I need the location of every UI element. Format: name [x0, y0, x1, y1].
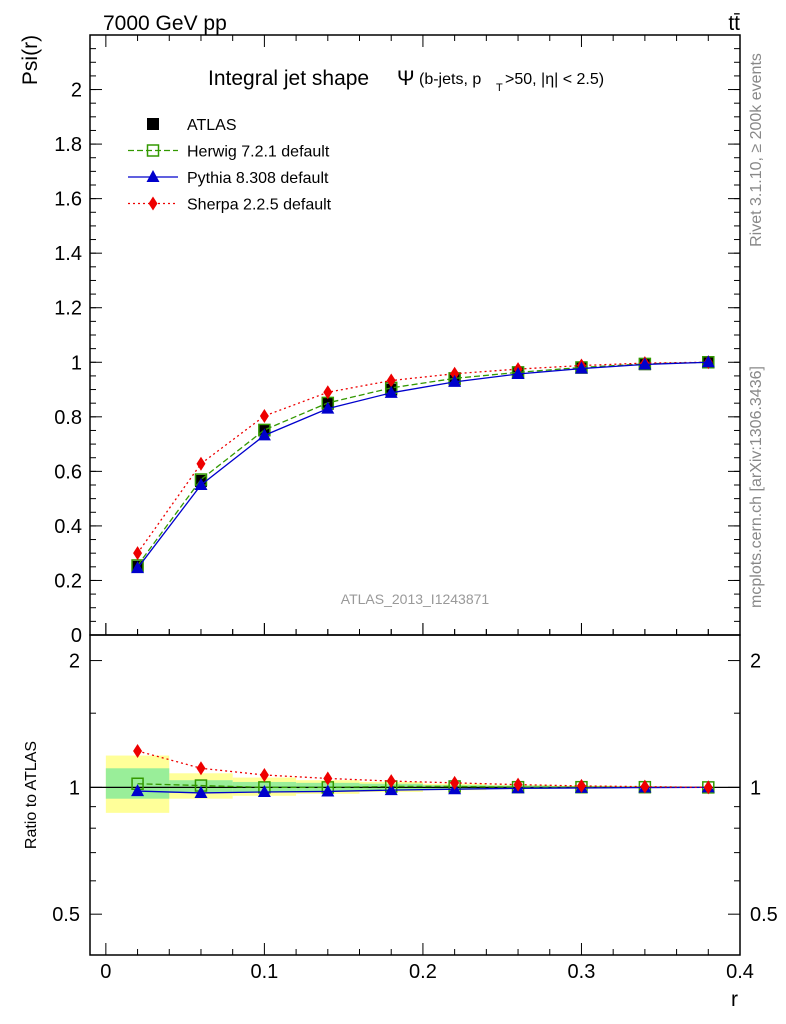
main-y-axis-label: Psi(r): [19, 35, 42, 85]
main-pythia-8-308-default-point: [574, 361, 588, 374]
main-panel: 0 0.2 0.4 0.6 0.8 1 1.2 1.4 1.6 1.8 2 Psi(r) ATLAS…: [19, 34, 741, 647]
main-y-tick-label: 1.4: [54, 243, 82, 265]
main-title: Integral jet shape Ψ (b-jets, p T >50, |…: [208, 67, 604, 94]
x-tick-label: 0.3: [568, 961, 596, 983]
main-sherpa-2-2-5-default-point: [196, 456, 206, 471]
ratio-pythia-8-308-default-point: [131, 784, 145, 797]
ratio-sherpa-2-2-5-default-point: [133, 743, 143, 758]
legend-atlas-marker: [147, 118, 159, 130]
main-herwig-7-2-1-default-line: [137, 361, 709, 566]
main-pythia-8-308-default-point: [194, 478, 208, 490]
legend-pythia-8-308-default-label: Pythia 8.308 default: [187, 170, 329, 187]
main-pythia-8-308-default-point: [701, 355, 715, 368]
process-label: tt̄: [728, 12, 740, 35]
ratio-y-tick-label: 1: [69, 777, 80, 799]
title-suffix-sub: T: [496, 82, 503, 94]
main-y-tick-label: 1.2: [54, 298, 82, 320]
main-y-tick-label: 2: [71, 80, 82, 102]
x-axis-label: r: [731, 988, 738, 1011]
ratio-sherpa-2-2-5-default-point: [513, 777, 523, 792]
ratio-y-axis: 0.5 0.5 1 1 2 2: [52, 651, 778, 927]
main-sherpa-2-2-5-default-line: [137, 361, 709, 554]
psi-symbol: Ψ: [397, 67, 415, 90]
collision-label: 7000 GeV pp: [103, 12, 227, 35]
legend-herwig-7-2-1-default-label: Herwig 7.2.1 default: [187, 144, 330, 161]
main-watermark: ATLAS_2013_I1243871: [341, 591, 490, 607]
main-pythia-8-308-default-point: [321, 401, 335, 414]
main-y-tick-label: 0.8: [54, 407, 82, 429]
ratio-sherpa-2-2-5-default-point: [259, 767, 269, 782]
ratio-y-axis-label: Ratio to ATLAS: [23, 741, 40, 849]
ratio-sherpa-2-2-5-default-point: [703, 780, 713, 795]
main-pythia-8-308-default-point: [511, 367, 525, 379]
main-y-tick-label: 1.6: [54, 189, 82, 211]
x-tick-label: 0.1: [250, 961, 278, 983]
ratio-pythia-8-308-default-line: [137, 786, 709, 794]
main-y-tick-label: 1: [71, 352, 82, 374]
ratio-y-tick-label-right: 1: [750, 777, 761, 799]
ratio-y-tick-label: 2: [69, 651, 80, 673]
source-label: mcplots.cern.ch [arXiv:1306.3436]: [748, 366, 765, 608]
ratio-y-tick-label: 0.5: [52, 904, 80, 926]
ratio-panel: 0.5 0.51 12 2 0 0.1 0.2 0.3 0.4 Ratio to ATLAS …: [23, 35, 778, 1011]
main-pythia-8-308-default-point: [384, 385, 398, 398]
ratio-pythia-8-308-default-point: [194, 785, 208, 798]
main-title-text: Integral jet shape: [208, 67, 369, 90]
main-series-layer: [131, 355, 715, 574]
main-y-tick-label: 0: [71, 625, 82, 647]
x-tick-label: 0: [100, 961, 111, 983]
legend-sherpa-2-2-5-default-label: Sherpa 2.2.5 default: [187, 197, 332, 214]
ratio-sherpa-2-2-5-default-point: [576, 778, 586, 793]
ratio-herwig-7-2-1-default-line: [137, 783, 709, 789]
main-y-tick-label: 0.6: [54, 461, 82, 483]
main-sherpa-2-2-5-default-point: [450, 366, 460, 381]
ratio-panel-frame: [89, 634, 741, 956]
ratio-sherpa-2-2-5-default-point: [450, 775, 460, 790]
ratio-y-tick-label-right: 0.5: [750, 904, 778, 926]
title-suffix-pre: (b-jets, p: [419, 71, 481, 88]
ratio-sherpa-2-2-5-default-point: [196, 761, 206, 776]
ratio-y-tick-label-right: 2: [750, 651, 761, 673]
legend-atlas-label: ATLAS: [187, 117, 237, 134]
x-tick-label: 0.4: [726, 961, 754, 983]
x-tick-label: 0.2: [409, 961, 437, 983]
ratio-pythia-8-308-default-point: [321, 784, 335, 797]
legend-pythia-8-308-default-marker: [146, 170, 160, 182]
x-axis: 0 0.1 0.2 0.3 0.4: [100, 35, 754, 983]
main-y-tick-label: 0.4: [54, 516, 82, 538]
main-pythia-8-308-default-point: [131, 561, 145, 574]
main-y-tick-label: 0.2: [54, 570, 82, 592]
main-y-tick-label: 1.8: [54, 134, 82, 156]
legend-sherpa-2-2-5-default-marker: [148, 196, 158, 211]
main-y-axis: 0 0.2 0.4 0.6 0.8 1 1.2 1.4 1.6 1.8 2: [54, 34, 740, 647]
main-pythia-8-308-default-point: [448, 374, 462, 387]
main-sherpa-2-2-5-default-point: [259, 409, 269, 423]
ratio-sherpa-2-2-5-default-point: [386, 774, 396, 789]
ratio-pythia-8-308-default-point: [384, 783, 398, 796]
main-pythia-8-308-default-line: [137, 361, 709, 569]
main-pythia-8-308-default-point: [257, 428, 271, 441]
rivet-version-label: Rivet 3.1.10, ≥ 200k events: [748, 53, 765, 247]
main-sherpa-2-2-5-default-point: [133, 546, 143, 561]
main-pythia-8-308-default-point: [638, 357, 652, 370]
legend-herwig-7-2-1-default-marker: [146, 144, 160, 157]
ratio-sherpa-2-2-5-default-point: [323, 771, 333, 786]
title-suffix-post: >50, |η| < 2.5): [505, 71, 604, 88]
legend: ATLAS Herwig 7.2.1 default Pythia 8.308 de…: [128, 117, 332, 214]
ratio-sherpa-2-2-5-default-point: [640, 779, 650, 794]
ratio-pythia-8-308-default-point: [257, 785, 271, 798]
main-sherpa-2-2-5-default-point: [323, 385, 333, 400]
ratio-series-layer: [131, 743, 715, 798]
main-sherpa-2-2-5-default-point: [386, 373, 396, 388]
